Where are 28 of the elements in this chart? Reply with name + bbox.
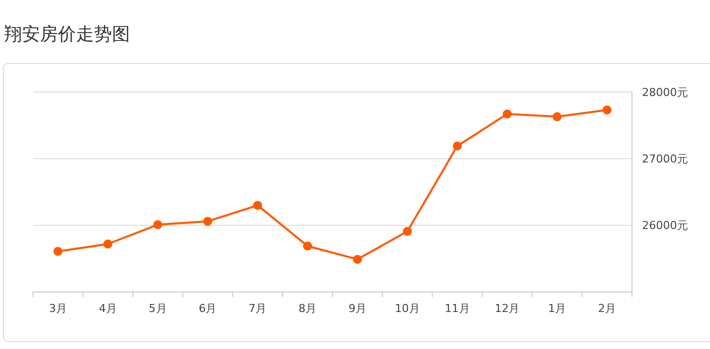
point: [53, 246, 62, 256]
x-tick-label: 1月: [548, 302, 566, 315]
point: [352, 254, 362, 264]
x-tick-label: 11月: [444, 302, 470, 315]
point: [552, 112, 562, 122]
chart-title: 翔安房价走势图: [4, 24, 130, 45]
point: [402, 226, 412, 236]
point: [103, 240, 112, 248]
point: [203, 216, 212, 226]
x-tick-label: 4月: [98, 302, 117, 315]
x-tick-label: 12月: [494, 302, 520, 315]
x-tick-label: 6月: [198, 302, 217, 315]
point: [153, 220, 162, 230]
y-tick-label: 26000元: [642, 219, 688, 232]
point: [602, 106, 612, 114]
point: [502, 110, 512, 118]
x-tick-label: 10月: [394, 302, 420, 315]
x-tick-label: 2月: [598, 302, 616, 315]
point: [303, 242, 312, 250]
x-tick-label: 5月: [148, 302, 167, 315]
x-tick-label: 8月: [298, 302, 317, 315]
point: [452, 142, 462, 150]
y-tick-label: 27000元: [642, 152, 688, 166]
x-tick-label: 3月: [48, 302, 67, 315]
x-tick-label: 7月: [248, 302, 267, 315]
point: [253, 200, 262, 210]
y-tick-label: 28000元: [642, 86, 688, 99]
x-tick-label: 9月: [348, 302, 366, 315]
